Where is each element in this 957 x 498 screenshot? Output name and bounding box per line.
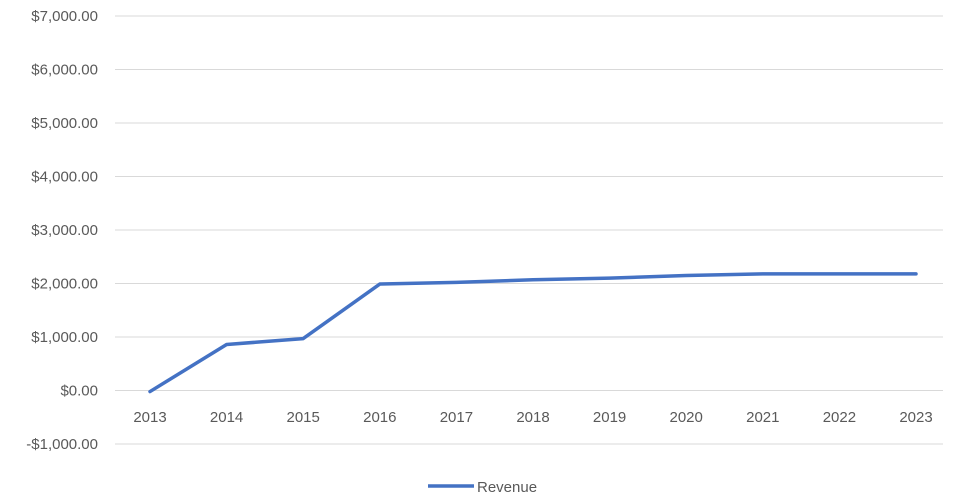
legend: Revenue: [428, 479, 537, 496]
y-tick-label: $6,000.00: [31, 62, 98, 79]
x-tick-label: 2018: [516, 409, 549, 426]
y-tick-label: $4,000.00: [31, 169, 98, 186]
x-tick-label: 2013: [133, 409, 166, 426]
x-tick-label: 2016: [363, 409, 396, 426]
series-layer: [148, 272, 918, 394]
series-line-revenue: [148, 272, 918, 394]
y-tick-label: $3,000.00: [31, 222, 98, 239]
x-tick-label: 2019: [593, 409, 626, 426]
y-tick-label: $0.00: [60, 383, 98, 400]
x-tick-label: 2022: [823, 409, 856, 426]
y-tick-label: -$1,000.00: [26, 436, 98, 453]
y-tick-label: $7,000.00: [31, 8, 98, 25]
x-tick-label: 2014: [210, 409, 243, 426]
x-tick-label: 2021: [746, 409, 779, 426]
x-tick-label: 2020: [670, 409, 703, 426]
x-tick-label: 2017: [440, 409, 473, 426]
x-axis-labels: 2013 2014 2015 2016 2017 2018 2019 2020 2021 2022…: [133, 409, 932, 426]
y-tick-label: $5,000.00: [31, 115, 98, 132]
legend-label: Revenue: [477, 479, 537, 496]
gridlines: [115, 15, 943, 445]
y-tick-label: $1,000.00: [31, 329, 98, 346]
x-tick-label: 2023: [899, 409, 932, 426]
y-tick-label: $2,000.00: [31, 276, 98, 293]
y-axis-labels: $7,000.00 $6,000.00 $5,000.00 $4,000.00 $3,0…: [26, 8, 98, 453]
x-tick-label: 2015: [287, 409, 320, 426]
